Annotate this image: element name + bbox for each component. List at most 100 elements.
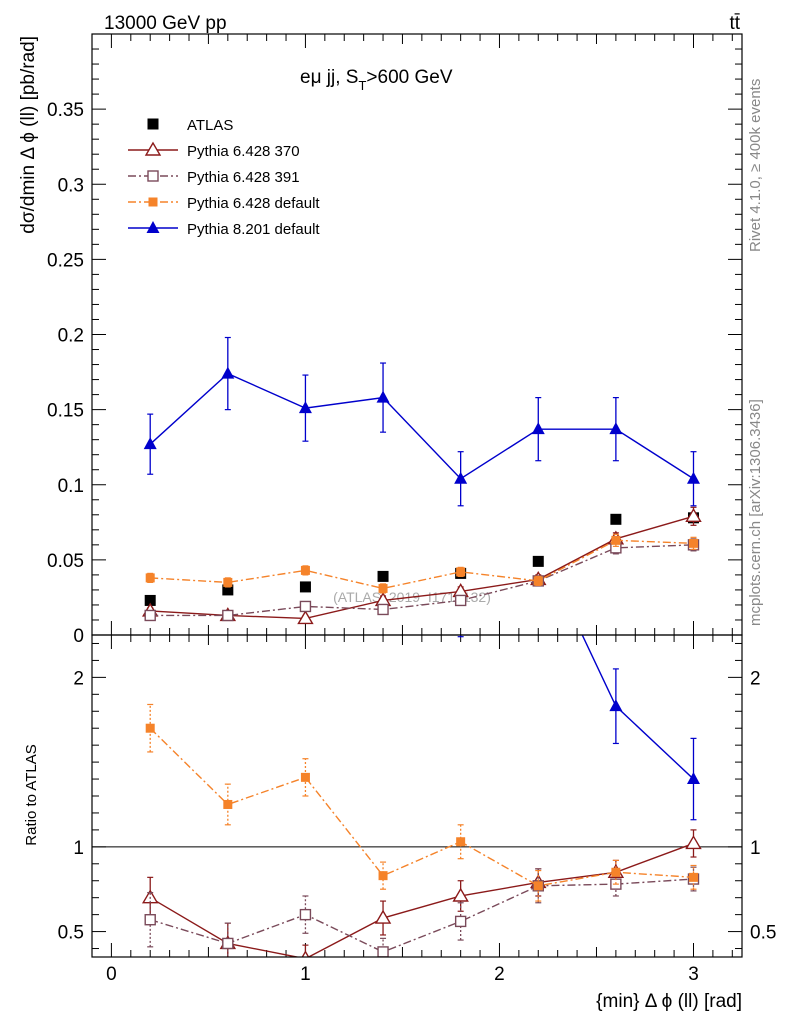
ratio-series-group: [141, 77, 702, 957]
main-point: [531, 422, 545, 435]
cut-label-tail: >600 GeV: [366, 67, 452, 88]
legend-label: Pythia 6.428 391: [187, 169, 300, 186]
main-point: [454, 471, 468, 484]
main-point: [300, 565, 310, 575]
main-point: [378, 583, 388, 593]
ratio-point: [611, 867, 621, 877]
ratio-point: [299, 908, 312, 921]
mcplots-label: mcplots.cern.ch [arXiv:1306.3436]: [747, 399, 764, 626]
main-point: [610, 513, 622, 525]
rivet-label: Rivet 4.1.0, ≥ 400k events: [747, 79, 764, 252]
legend-item-pythia-6-428-default: Pythia 6.428 default: [128, 195, 320, 212]
legend-item-pythia-8-201-default: Pythia 8.201 default: [128, 221, 320, 238]
ratio-series-pythia-8-201-default: [144, 77, 700, 821]
main-point: [377, 570, 389, 582]
ratio-point: [223, 799, 233, 809]
ratio-point: [144, 77, 157, 89]
main-point: [222, 609, 234, 622]
ratio-point: [452, 887, 469, 902]
main-series-pythia-6-428-default: [145, 533, 698, 594]
ratio-point: [144, 914, 156, 926]
main-point: [221, 366, 235, 379]
ratio-panel: 0.5 0.5 1 1 2 2 0 1 2 3 Ratio to ATLAS {min} Δ ϕ …: [23, 77, 776, 1012]
ratio-series-pythia-6-428-default: [145, 703, 698, 902]
legend-marker: [147, 170, 159, 182]
ratio-ytick-label-right: 1: [750, 838, 761, 859]
legend-marker: [147, 118, 159, 130]
main-series-group: [141, 336, 702, 625]
cut-label: eμ jj, ST>600 GeV: [300, 67, 453, 93]
main-point: [532, 555, 544, 567]
main-point: [222, 584, 234, 596]
main-series-pythia-8-201-default: [143, 336, 700, 507]
main-ytick-label: 0.3: [58, 175, 84, 196]
legend-item-pythia-6-428-391: Pythia 6.428 391: [128, 169, 300, 186]
main-ytick-label: 0.05: [47, 551, 84, 572]
main-point: [686, 471, 700, 484]
ratio-series-pythia-6-428-370: [141, 829, 702, 957]
legend-marker: [146, 221, 160, 233]
cut-label-sub: T: [358, 78, 366, 93]
legend-label: Pythia 6.428 370: [187, 143, 300, 160]
xtick-label: 0: [106, 964, 117, 985]
energy-label: 13000 GeV pp: [104, 13, 227, 34]
ratio-frame: [91, 634, 743, 958]
x-axis-label: {min} Δ ϕ (ll) [rad]: [596, 991, 742, 1012]
main-ytick-label: 0.35: [47, 100, 84, 121]
xtick-label: 1: [300, 964, 311, 985]
ratio-point: [374, 909, 392, 924]
main-ytick-label: 0: [73, 626, 84, 647]
ratio-ytick-label-right: 2: [750, 668, 761, 689]
ratio-ytick-label: 2: [73, 668, 84, 689]
ratio-line-pythia-8-201-default: [581, 635, 694, 780]
main-point: [298, 401, 312, 414]
ratio-point: [222, 937, 234, 950]
main-point: [299, 581, 311, 593]
main-y-axis-label: dσ/dmin Δ ϕ (ll) [pb/rad]: [18, 36, 39, 234]
ratio-point: [609, 699, 623, 712]
ratio-ytick-label: 1: [73, 838, 84, 859]
ratio-line-pythia-6-428-391: [150, 878, 694, 953]
ratio-point: [456, 837, 466, 847]
main-point: [297, 610, 314, 625]
cut-label-main: eμ jj, S: [300, 67, 358, 88]
main-point: [688, 538, 698, 548]
main-point: [144, 594, 156, 606]
process-label: tt̄: [729, 13, 740, 34]
legend-label: Pythia 6.428 default: [187, 195, 320, 212]
main-ytick-label: 0.15: [47, 401, 84, 422]
ratio-axis-ticks: 0.5 0.5 1 1 2 2 0 1 2 3: [58, 635, 776, 985]
ratio-point: [378, 871, 388, 881]
main-point: [143, 437, 157, 450]
main-point: [377, 603, 389, 616]
ratio-point: [300, 772, 310, 782]
main-ytick-label: 0.2: [58, 326, 84, 347]
ratio-point: [532, 535, 545, 547]
main-point: [456, 567, 466, 577]
legend-item-pythia-6-428-370: Pythia 6.428 370: [128, 141, 300, 160]
main-point: [533, 576, 543, 586]
main-point: [376, 390, 390, 403]
ratio-point: [301, 950, 310, 957]
legend-marker: [144, 141, 162, 156]
main-line-pythia-6-428-370: [150, 515, 694, 620]
legend-label: ATLAS: [187, 117, 233, 134]
ratio-ytick-label-right: 0.5: [750, 923, 776, 944]
main-ytick-label: 0.25: [47, 250, 84, 271]
main-panel: (ATLAS_2019_I1718132) 00.050.10.150.20.2…: [18, 33, 743, 647]
main-line-pythia-6-428-default: [150, 539, 694, 590]
main-point: [145, 573, 155, 583]
main-point: [611, 535, 621, 545]
ratio-ytick-label: 0.5: [58, 923, 84, 944]
legend-label: Pythia 8.201 default: [187, 221, 320, 238]
ratio-y-axis-label: Ratio to ATLAS: [23, 744, 40, 845]
main-ytick-label: 0.1: [58, 476, 84, 497]
legend: ATLAS Pythia 6.428 370 Pythia 6.428 391 Pyt…: [128, 117, 320, 238]
main-point: [144, 609, 156, 622]
main-point: [223, 577, 233, 587]
ratio-point: [686, 772, 700, 785]
xtick-label: 2: [494, 964, 505, 985]
ratio-point: [685, 835, 702, 850]
ratio-point: [533, 881, 543, 891]
